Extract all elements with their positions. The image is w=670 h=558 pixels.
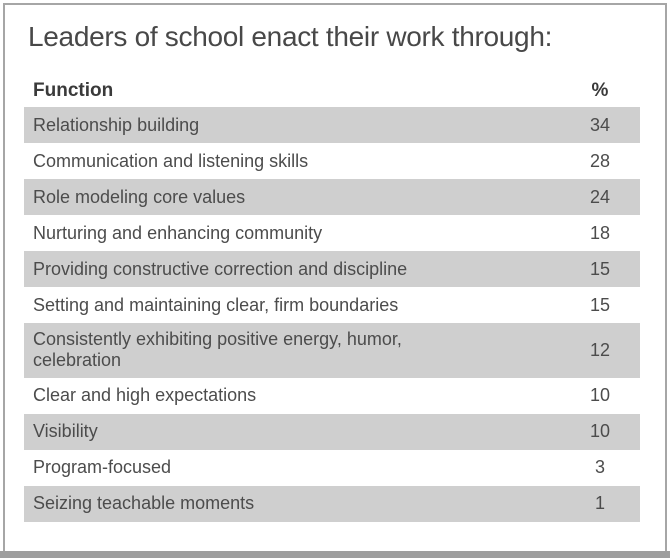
row-percent-value: 1: [594, 493, 605, 514]
column-header-function: Function: [33, 80, 114, 102]
table-row: Relationship building 34: [24, 107, 640, 144]
row-function-label: Program-focused: [33, 457, 172, 478]
table-row: Visibility 10: [24, 413, 640, 450]
table-row: Clear and high expectations 10: [24, 378, 640, 414]
row-function-label: Consistently exhibiting positive energy,…: [33, 329, 402, 371]
table-row: Role modeling core values 24: [24, 179, 640, 216]
row-percent-value: 15: [589, 258, 611, 279]
row-function-label: Communication and listening skills: [33, 150, 309, 171]
table-row: Nurturing and enhancing community 18: [24, 215, 640, 251]
row-percent-value: 3: [594, 457, 605, 478]
column-header-percent: %: [591, 80, 609, 102]
row-function-label: Clear and high expectations: [33, 385, 257, 406]
row-function-label: Seizing teachable moments: [33, 493, 255, 514]
row-percent-value: 12: [589, 339, 611, 360]
table-body: Relationship building 34 Communication and…: [24, 107, 640, 522]
row-function-label: Nurturing and enhancing community: [33, 222, 323, 243]
row-function-label: Visibility: [33, 421, 98, 442]
table-row: Providing constructive correction and di…: [24, 251, 640, 288]
bottom-rule: [0, 551, 670, 558]
row-function-label: Setting and maintaining clear, firm boun…: [33, 294, 399, 315]
row-percent-value: 24: [589, 186, 611, 207]
row-percent-value: 10: [589, 385, 611, 406]
table-row: Setting and maintaining clear, firm boun…: [24, 287, 640, 323]
table-row: Program-focused 3: [24, 450, 640, 486]
table-row: Communication and listening skills 28: [24, 143, 640, 179]
row-percent-value: 18: [589, 222, 611, 243]
functions-table: Function % Relationship building 34 Commun…: [24, 75, 640, 522]
row-percent-value: 28: [589, 150, 611, 171]
row-function-label: Providing constructive correction and di…: [33, 258, 408, 279]
table-row: Consistently exhibiting positive energy,…: [24, 323, 640, 378]
figure-title: Leaders of school enact their work throu…: [28, 21, 553, 52]
row-percent-value: 15: [589, 294, 611, 315]
row-function-label: Relationship building: [33, 114, 200, 135]
figure-border-frame: Leaders of school enact their work throu…: [3, 3, 667, 551]
table-row: Seizing teachable moments 1: [24, 485, 640, 522]
row-percent-value: 34: [589, 114, 611, 135]
row-function-label: Role modeling core values: [33, 186, 246, 207]
row-percent-value: 10: [589, 421, 611, 442]
table-header-row: Function %: [24, 75, 640, 107]
